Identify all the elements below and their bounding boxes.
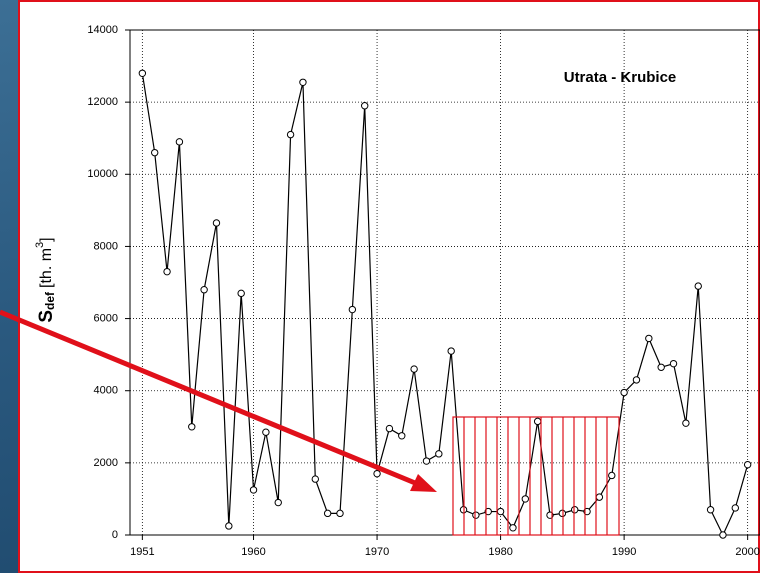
data-point [249, 486, 258, 494]
data-point [299, 78, 307, 87]
y-tick-label: 6000 [94, 312, 118, 324]
highlight-box [452, 416, 620, 536]
y-tick-label: 12000 [87, 96, 118, 108]
data-point [682, 419, 690, 427]
arrow [0, 309, 437, 492]
data-point [373, 469, 381, 478]
y-tick-label: 10000 [87, 168, 118, 180]
y-tick-label: 8000 [94, 240, 118, 252]
data-point [163, 267, 171, 276]
data-point [435, 450, 443, 458]
data-point [200, 286, 208, 294]
x-tick-label: 1970 [365, 546, 389, 558]
y-label-subscript: def [43, 291, 57, 310]
data-point [509, 524, 517, 532]
data-point [336, 509, 344, 518]
x-tick-label: 1990 [612, 546, 636, 558]
y-label-close: ] [38, 237, 55, 241]
data-point [731, 504, 739, 512]
data-point [669, 359, 678, 368]
data-point [398, 432, 406, 440]
data-point [385, 424, 394, 433]
data-point [361, 102, 369, 110]
y-tick-label: 14000 [87, 24, 118, 36]
y-axis-label: Sdef [th. m3] [34, 237, 57, 322]
data-point [175, 138, 184, 146]
data-line [141, 73, 749, 537]
y-label-unit: [th. m [38, 248, 55, 288]
data-point [138, 69, 147, 77]
y-label-superscript: 3 [34, 242, 46, 248]
data-point [410, 365, 418, 373]
data-point [657, 363, 665, 371]
data-point [571, 506, 579, 514]
data-point [595, 493, 604, 501]
chart-title: Utrata - Krubice [564, 69, 677, 86]
data-point [533, 417, 542, 426]
data-point [422, 457, 431, 465]
data-point [706, 506, 715, 514]
highlight-hatch [463, 417, 608, 535]
y-label-symbol: S [36, 310, 57, 323]
data-point [694, 282, 702, 290]
arrow-shaft [0, 309, 421, 488]
x-tick-label: 1951 [130, 546, 154, 558]
data-point [274, 498, 282, 507]
data-point [620, 388, 628, 397]
data-point [225, 522, 233, 530]
data-point [608, 471, 616, 480]
data-point [558, 509, 567, 518]
y-tick-label: 4000 [94, 385, 118, 397]
data-point [323, 509, 332, 518]
data-point [348, 305, 357, 314]
x-tick-label: 1980 [488, 546, 512, 558]
data-point [521, 495, 529, 503]
data-point [286, 130, 295, 139]
arrow-head [410, 474, 437, 492]
data-point [719, 531, 727, 539]
data-point [632, 376, 641, 384]
data-point [311, 475, 319, 483]
data-point [151, 148, 159, 157]
highlight-rect [452, 416, 620, 536]
data-point [743, 460, 752, 469]
data-point [447, 347, 455, 355]
data-point [212, 219, 221, 227]
x-tick-label: 1960 [241, 546, 265, 558]
y-tick-label: 0 [112, 529, 118, 541]
data-point [496, 507, 505, 516]
data-point [237, 289, 245, 298]
data-point [484, 507, 492, 516]
data-point [262, 428, 270, 436]
data-point [645, 334, 653, 343]
x-tick-label: 2000 [735, 546, 759, 558]
y-tick-label: 2000 [94, 457, 118, 469]
data-point [188, 423, 196, 431]
data-point [472, 511, 480, 519]
